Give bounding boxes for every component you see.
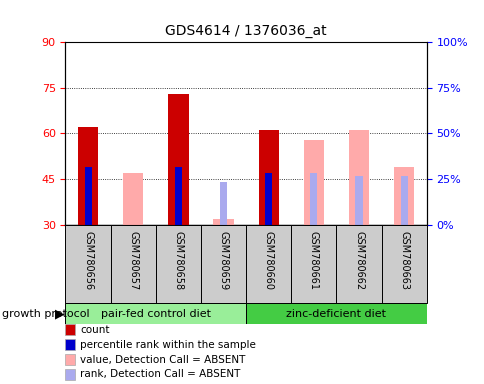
Bar	[213, 218, 233, 225]
Text: GSM780657: GSM780657	[128, 231, 138, 290]
Bar	[168, 94, 188, 225]
Bar	[245, 303, 426, 324]
Bar	[110, 225, 155, 303]
Bar	[65, 339, 75, 350]
Bar	[200, 225, 245, 303]
Bar	[84, 167, 91, 225]
Text: rank, Detection Call = ABSENT: rank, Detection Call = ABSENT	[80, 369, 240, 379]
Bar	[65, 303, 245, 324]
Text: GSM780659: GSM780659	[218, 231, 228, 290]
Text: GSM780656: GSM780656	[83, 231, 93, 290]
Text: value, Detection Call = ABSENT: value, Detection Call = ABSENT	[80, 354, 245, 364]
Bar	[78, 127, 98, 225]
Bar	[355, 176, 362, 225]
Bar	[336, 225, 381, 303]
Bar	[155, 225, 200, 303]
Bar	[348, 131, 368, 225]
Text: GSM780660: GSM780660	[263, 231, 273, 290]
Bar	[65, 324, 75, 335]
Text: count: count	[80, 325, 109, 335]
Text: percentile rank within the sample: percentile rank within the sample	[80, 340, 255, 350]
Text: growth protocol: growth protocol	[2, 309, 90, 319]
Bar	[65, 354, 75, 365]
Text: ▶: ▶	[55, 308, 64, 320]
Bar	[303, 139, 323, 225]
Bar	[310, 173, 317, 225]
Bar	[400, 176, 407, 225]
Bar	[65, 225, 110, 303]
Title: GDS4614 / 1376036_at: GDS4614 / 1376036_at	[165, 25, 326, 38]
Text: GSM780661: GSM780661	[308, 231, 318, 290]
Bar	[258, 131, 278, 225]
Bar	[381, 225, 426, 303]
Bar	[265, 173, 272, 225]
Text: GSM780662: GSM780662	[353, 231, 363, 290]
Bar	[123, 173, 143, 225]
Bar	[174, 167, 182, 225]
Text: GSM780663: GSM780663	[398, 231, 408, 290]
Bar	[393, 167, 413, 225]
Text: pair-fed control diet: pair-fed control diet	[101, 309, 211, 319]
Bar	[291, 225, 336, 303]
Bar	[245, 225, 291, 303]
Text: GSM780658: GSM780658	[173, 231, 183, 290]
Bar	[220, 182, 227, 225]
Text: zinc-deficient diet: zinc-deficient diet	[286, 309, 386, 319]
Bar	[65, 369, 75, 380]
